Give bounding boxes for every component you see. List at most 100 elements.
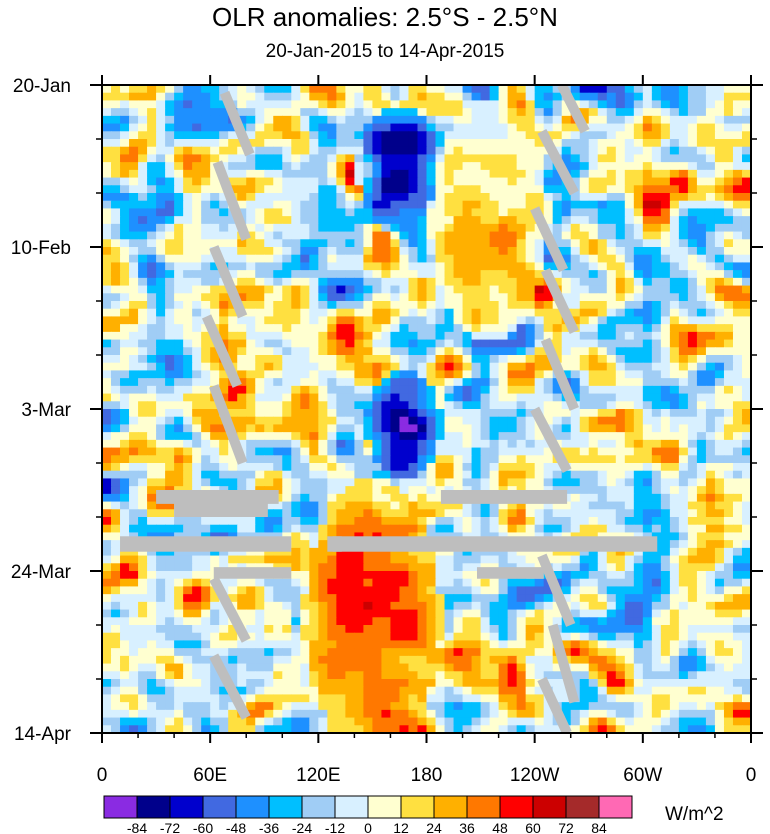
heatmap-cell [210, 308, 220, 318]
heatmap-cell [228, 331, 238, 341]
heatmap-cell [102, 393, 112, 402]
heatmap-cell [633, 85, 644, 94]
heatmap-cell [516, 601, 527, 611]
heatmap-cell [507, 254, 518, 264]
heatmap-cell [246, 378, 256, 387]
heatmap-cell [732, 139, 743, 148]
heatmap-cell [516, 200, 527, 210]
heatmap-cell [660, 563, 671, 572]
heatmap-cell [264, 200, 274, 210]
heatmap-cell [210, 455, 220, 464]
heatmap-cell [381, 339, 392, 348]
heatmap-cell [147, 92, 157, 102]
heatmap-cell [111, 609, 121, 618]
heatmap-cell [129, 139, 139, 148]
heatmap-cell [696, 92, 707, 102]
heatmap-cell [624, 239, 635, 248]
heatmap-cell [363, 139, 374, 148]
heatmap-cell [417, 247, 428, 256]
heatmap-cell [345, 331, 355, 341]
heatmap-cell [633, 486, 644, 495]
heatmap-cell [390, 439, 401, 449]
heatmap-cell [111, 185, 121, 194]
heatmap-cell [444, 185, 455, 194]
heatmap-cell [174, 277, 184, 287]
heatmap-cell [111, 594, 121, 603]
heatmap-cell [372, 308, 383, 318]
heatmap-cell [732, 578, 743, 588]
heatmap-cell [426, 139, 437, 148]
heatmap-cell [111, 617, 121, 626]
heatmap-cell [327, 131, 337, 140]
heatmap-cell [660, 100, 671, 109]
heatmap-cell [615, 493, 626, 503]
heatmap-cell [354, 547, 364, 557]
heatmap-cell [354, 416, 364, 426]
heatmap-cell [669, 185, 680, 194]
heatmap-cell [264, 270, 274, 279]
heatmap-cell [102, 509, 112, 518]
heatmap-cell [588, 455, 599, 464]
heatmap-cell [156, 478, 166, 487]
heatmap-cell [156, 563, 166, 572]
heatmap-cell [399, 362, 410, 372]
heatmap-cell [129, 131, 139, 140]
heatmap-cell [192, 555, 202, 564]
heatmap-cell [534, 601, 545, 611]
heatmap-cell [237, 247, 247, 256]
heatmap-cell [255, 586, 265, 595]
heatmap-cell [561, 347, 572, 356]
heatmap-cell [399, 424, 410, 433]
heatmap-cell [111, 154, 121, 163]
heatmap-cell [273, 370, 283, 379]
heatmap-cell [390, 139, 401, 148]
heatmap-cell [363, 385, 374, 395]
heatmap-cell [579, 247, 590, 256]
heatmap-cell [318, 571, 328, 580]
heatmap-cell [156, 362, 166, 372]
heatmap-cell [642, 301, 653, 310]
heatmap-cell [183, 239, 193, 248]
heatmap-cell [111, 563, 121, 572]
heatmap-cell [255, 208, 265, 217]
heatmap-cell [408, 270, 419, 279]
heatmap-cell [219, 324, 229, 333]
heatmap-cell [201, 108, 211, 117]
heatmap-cell [633, 355, 644, 364]
heatmap-cell [633, 409, 644, 418]
heatmap-cell [399, 115, 410, 125]
heatmap-cell [273, 601, 283, 611]
heatmap-cell [489, 439, 500, 449]
heatmap-cell [417, 169, 428, 179]
heatmap-cell [156, 416, 166, 426]
heatmap-cell [282, 108, 292, 117]
heatmap-cell [489, 193, 500, 202]
heatmap-cell [633, 316, 644, 325]
heatmap-cell [426, 169, 437, 179]
heatmap-cell [201, 370, 211, 379]
heatmap-cell [705, 347, 716, 356]
heatmap-cell [741, 416, 751, 426]
heatmap-cell [498, 339, 509, 348]
heatmap-cell [480, 185, 491, 194]
heatmap-cell [399, 100, 410, 109]
heatmap-cell [273, 401, 283, 410]
heatmap-cell [507, 108, 518, 117]
heatmap-cell [381, 463, 392, 472]
heatmap-cell [273, 301, 283, 310]
heatmap-cell [165, 216, 175, 225]
heatmap-cell [111, 347, 121, 356]
heatmap-cell [381, 455, 392, 464]
heatmap-cell [597, 355, 608, 364]
heatmap-cell [534, 177, 545, 186]
heatmap-cell [714, 609, 725, 618]
heatmap-cell [705, 177, 716, 186]
heatmap-cell [498, 355, 509, 364]
heatmap-cell [372, 285, 383, 294]
heatmap-cell [741, 239, 751, 248]
heatmap-cell [354, 131, 364, 140]
heatmap-cell [318, 586, 328, 595]
heatmap-cell [552, 555, 563, 564]
heatmap-cell [354, 578, 364, 588]
heatmap-cell [282, 416, 292, 426]
